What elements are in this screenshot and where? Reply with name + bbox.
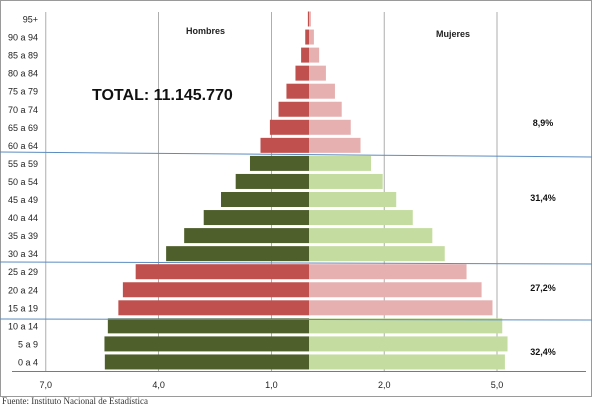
bar-men bbox=[249, 155, 309, 171]
group-divider bbox=[0, 318, 592, 321]
bar-women bbox=[309, 264, 467, 280]
age-group-label: 90 a 94 bbox=[8, 33, 38, 43]
group-percentage: 8,9% bbox=[533, 118, 554, 128]
bar-women bbox=[309, 47, 320, 63]
bar-men bbox=[278, 101, 309, 117]
age-group-label: 55 a 59 bbox=[8, 159, 38, 169]
age-group-label: 50 a 54 bbox=[8, 177, 38, 187]
age-group-label: 60 a 64 bbox=[8, 141, 38, 151]
group-percentage: 32,4% bbox=[530, 347, 556, 357]
bar-men bbox=[235, 173, 309, 189]
x-tick-label: 2,0 bbox=[378, 380, 391, 390]
age-group-label: 65 a 69 bbox=[8, 123, 38, 133]
age-group-label: 85 a 89 bbox=[8, 51, 38, 61]
bar-men bbox=[135, 264, 309, 280]
header-men: Hombres bbox=[186, 26, 225, 36]
bar-men bbox=[104, 354, 309, 370]
bar-women bbox=[309, 300, 493, 316]
bar-women bbox=[309, 65, 326, 81]
age-group-label: 20 a 24 bbox=[8, 285, 38, 295]
age-group-label: 80 a 84 bbox=[8, 69, 38, 79]
x-tick-label: 4,0 bbox=[152, 380, 165, 390]
bar-women bbox=[309, 173, 383, 189]
age-group-label: 15 a 19 bbox=[8, 303, 38, 313]
source-note: Fuente: Instituto Nacional de Estadístic… bbox=[2, 396, 148, 406]
bar-men bbox=[221, 192, 309, 207]
bar-women bbox=[309, 101, 342, 117]
age-group-label: 95+ bbox=[23, 15, 38, 25]
bar-women bbox=[309, 119, 351, 135]
bar-men bbox=[305, 29, 309, 45]
age-group-label: 45 a 49 bbox=[8, 195, 38, 205]
age-group-label: 10 a 14 bbox=[8, 321, 38, 331]
x-tick-label: 5,0 bbox=[491, 380, 504, 390]
bar-men bbox=[118, 300, 309, 316]
age-group-label: 25 a 29 bbox=[8, 267, 38, 277]
bar-women bbox=[309, 210, 413, 226]
age-group-label: 0 a 4 bbox=[18, 357, 38, 367]
x-axis: 7,0 4,0 1,0 2,0 5,0 bbox=[12, 371, 586, 390]
age-group-label: 40 a 44 bbox=[8, 213, 38, 223]
bar-men bbox=[260, 137, 309, 153]
bars-group bbox=[104, 11, 508, 370]
bar-men bbox=[203, 210, 309, 226]
group-percentage: 31,4% bbox=[530, 193, 556, 203]
bar-men bbox=[184, 228, 309, 244]
bar-women bbox=[309, 11, 311, 27]
group-percentages: 32,4% 27,2% 31,4% 8,9% bbox=[530, 118, 556, 357]
bar-men bbox=[307, 11, 309, 27]
bar-men bbox=[107, 318, 309, 334]
chart-title-total: TOTAL: 11.145.770 bbox=[92, 87, 233, 104]
bar-women bbox=[309, 336, 508, 352]
bar-men bbox=[269, 119, 309, 135]
age-group-label: 30 a 34 bbox=[8, 249, 38, 259]
group-divider-lines bbox=[0, 151, 592, 321]
group-divider bbox=[0, 261, 592, 265]
bar-women bbox=[309, 246, 445, 262]
bar-women bbox=[309, 282, 482, 298]
age-group-label: 5 a 9 bbox=[18, 339, 38, 349]
bar-women bbox=[309, 155, 372, 171]
header-women: Mujeres bbox=[436, 29, 470, 39]
x-tick-label: 7,0 bbox=[40, 380, 53, 390]
bar-women bbox=[309, 137, 361, 153]
age-group-label: 35 a 39 bbox=[8, 231, 38, 241]
bar-women bbox=[309, 318, 503, 334]
age-group-labels: 0 a 4 5 a 9 10 a 14 15 a 19 20 a 24 25 a 29 30… bbox=[8, 15, 38, 368]
age-group-label: 70 a 74 bbox=[8, 105, 38, 115]
bar-men bbox=[301, 47, 309, 63]
group-percentage: 27,2% bbox=[530, 283, 556, 293]
bar-women bbox=[309, 228, 433, 244]
x-tick-label: 1,0 bbox=[265, 380, 278, 390]
bar-men bbox=[104, 336, 310, 352]
bar-women bbox=[309, 354, 505, 370]
bar-women bbox=[309, 192, 397, 207]
bar-men bbox=[122, 282, 309, 298]
bar-women bbox=[309, 83, 335, 99]
age-group-label: 75 a 79 bbox=[8, 87, 38, 97]
bar-men bbox=[286, 83, 309, 99]
bar-men bbox=[295, 65, 309, 81]
group-divider bbox=[0, 151, 592, 158]
bar-men bbox=[166, 246, 309, 262]
bar-women bbox=[309, 29, 314, 45]
